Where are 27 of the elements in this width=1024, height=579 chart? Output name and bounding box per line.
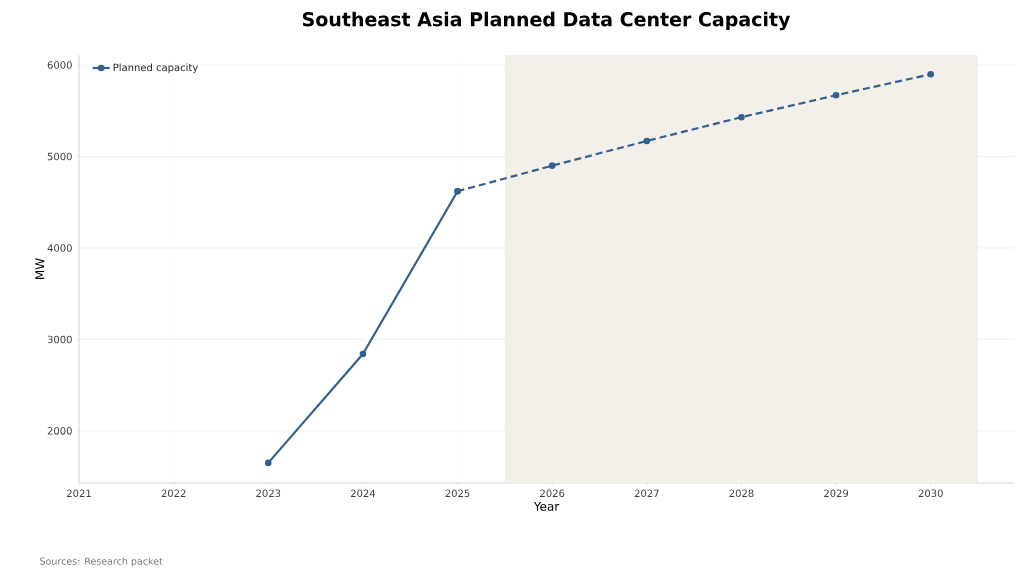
x-tick-label: 2028 <box>729 489 754 498</box>
point <box>832 91 840 99</box>
y-tick-label: 5000 <box>47 152 72 161</box>
point <box>359 350 367 358</box>
x-tick-label: 2026 <box>540 489 565 498</box>
x-tick-label: 2024 <box>350 489 376 498</box>
legend-label: Planned capacity <box>113 63 198 74</box>
point <box>264 459 272 467</box>
point <box>738 113 745 121</box>
x-tick-label: 2025 <box>445 489 470 498</box>
x-axis-title: Year <box>533 501 560 511</box>
point <box>643 137 651 145</box>
x-tick-label: 2029 <box>824 489 849 498</box>
x-tick-label: 2027 <box>634 489 659 498</box>
point <box>927 70 935 78</box>
y-tick-label: 3000 <box>47 335 72 344</box>
chart-title: Southeast Asia Planned Data Center Capacity <box>302 11 791 31</box>
y-tick-label: 2000 <box>47 427 72 435</box>
y-axis-title: MW <box>35 258 45 279</box>
point <box>548 162 556 169</box>
x-tick-label: 2022 <box>161 489 186 498</box>
x-tick-label: 2030 <box>918 489 943 498</box>
y-tick-label: 6000 <box>47 61 72 69</box>
x-tick-label: 2021 <box>67 489 91 498</box>
x-tick-label: 2023 <box>256 489 281 498</box>
y-tick-label: 4000 <box>47 244 72 252</box>
source-note: Sources: Research packet <box>40 557 163 567</box>
